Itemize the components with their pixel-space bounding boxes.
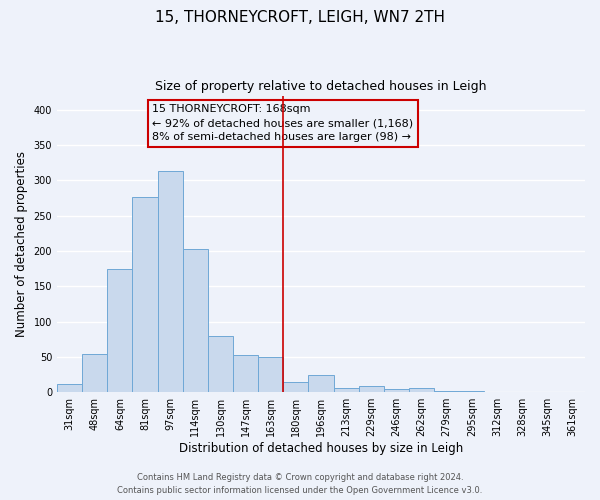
Bar <box>459 391 484 392</box>
Text: 15 THORNEYCROFT: 168sqm
← 92% of detached houses are smaller (1,168)
8% of semi-: 15 THORNEYCROFT: 168sqm ← 92% of detache… <box>152 104 413 142</box>
Bar <box>107 268 133 392</box>
Y-axis label: Number of detached properties: Number of detached properties <box>15 151 28 337</box>
Bar <box>409 388 434 392</box>
Bar <box>283 382 308 392</box>
Bar <box>434 391 459 392</box>
Bar <box>158 171 183 392</box>
Text: 15, THORNEYCROFT, LEIGH, WN7 2TH: 15, THORNEYCROFT, LEIGH, WN7 2TH <box>155 10 445 25</box>
Text: Contains HM Land Registry data © Crown copyright and database right 2024.
Contai: Contains HM Land Registry data © Crown c… <box>118 473 482 495</box>
Bar <box>359 386 384 392</box>
X-axis label: Distribution of detached houses by size in Leigh: Distribution of detached houses by size … <box>179 442 463 455</box>
Bar <box>208 336 233 392</box>
Bar <box>384 390 409 392</box>
Bar <box>308 374 334 392</box>
Bar <box>233 356 258 392</box>
Bar <box>183 249 208 392</box>
Bar <box>82 354 107 392</box>
Title: Size of property relative to detached houses in Leigh: Size of property relative to detached ho… <box>155 80 487 93</box>
Bar <box>258 357 283 392</box>
Bar <box>334 388 359 392</box>
Bar <box>57 384 82 392</box>
Bar <box>133 196 158 392</box>
